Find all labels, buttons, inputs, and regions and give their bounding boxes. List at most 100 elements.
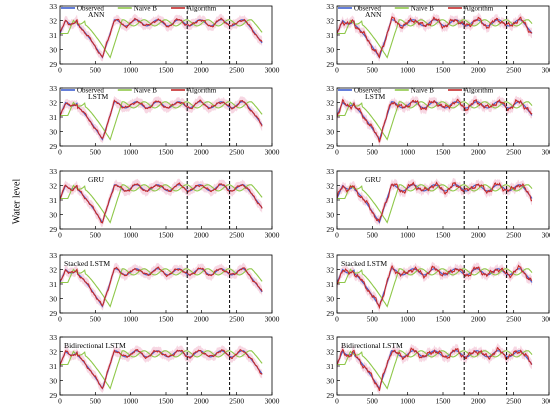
naive-line: [337, 19, 533, 59]
y-tick-label: 31: [49, 31, 57, 40]
y-tick-label: 31: [49, 280, 57, 289]
y-tick-label: 30: [326, 294, 334, 303]
x-tick-label: 500: [367, 231, 378, 240]
x-tick-label: 500: [367, 315, 378, 324]
y-tick-label: 31: [326, 31, 334, 40]
x-tick-label: 2500: [506, 315, 521, 324]
y-tick-label: 32: [326, 181, 334, 190]
x-tick-label: 1500: [159, 148, 174, 157]
x-tick-label: 1500: [436, 66, 451, 75]
y-tick-label: 30: [49, 376, 57, 385]
plot-area: [337, 260, 533, 313]
x-tick-label: 1500: [159, 231, 174, 240]
y-tick-label: 31: [326, 113, 334, 122]
x-tick-label: 2500: [229, 231, 244, 240]
legend: Observed Naive B Algorithm: [338, 5, 494, 13]
x-tick-label: 1000: [400, 231, 415, 240]
x-tick-label: 1000: [400, 66, 415, 75]
panel-left-bidirectional-lstm: 29 30 31 32 33 0 500 1000 1500 2000 2500 3000 Bidire…: [49, 333, 279, 406]
x-tick-label: 2500: [506, 148, 521, 157]
x-tick-label: 0: [58, 148, 62, 157]
x-tick-label: 500: [90, 231, 101, 240]
algorithm-line: [337, 98, 533, 143]
y-tick-label: 31: [49, 196, 57, 205]
model-label: LSTM: [88, 92, 109, 101]
panel-right-bidirectional-lstm: 29 30 31 32 33 0 500 1000 1500 2000 2500 3000 Bidire…: [326, 333, 550, 406]
y-tick-label: 30: [326, 127, 334, 136]
x-tick-label: 1500: [436, 315, 451, 324]
x-tick-label: 500: [367, 148, 378, 157]
x-tick-label: 0: [335, 315, 339, 324]
x-tick-label: 1000: [123, 148, 138, 157]
y-tick-label: 29: [49, 391, 57, 400]
x-tick-label: 3000: [542, 315, 550, 324]
y-tick-label: 33: [49, 333, 57, 342]
x-tick-label: 0: [58, 315, 62, 324]
plot-area: [60, 262, 263, 311]
y-tick-label: 30: [49, 127, 57, 136]
y-tick-label: 32: [49, 98, 57, 107]
x-tick-label: 500: [90, 315, 101, 324]
x-tick-label: 2000: [194, 397, 209, 406]
y-tick-label: 29: [326, 142, 334, 151]
x-tick-label: 1000: [123, 66, 138, 75]
plot-area: [60, 345, 263, 393]
y-tick-label: 32: [49, 347, 57, 356]
panel-left-gru: 29 30 31 32 33 0 500 1000 1500 2000 2500 3000 GRU: [49, 167, 279, 240]
x-tick-label: 0: [335, 148, 339, 157]
algorithm-line: [337, 264, 533, 310]
legend: Observed Naive B Algorithm: [61, 5, 217, 13]
y-tick-label: 29: [49, 225, 57, 234]
legend-entry: Naive B: [134, 5, 157, 13]
legend-entry: Naive B: [411, 5, 434, 13]
y-tick-label: 30: [326, 376, 334, 385]
x-tick-label: 1500: [159, 315, 174, 324]
x-tick-label: 0: [335, 397, 339, 406]
x-tick-label: 1000: [123, 397, 138, 406]
model-label: Bidirectional LSTM: [341, 341, 403, 350]
y-tick-label: 33: [49, 2, 57, 11]
legend-entry: Observed: [77, 5, 104, 13]
x-tick-label: 500: [90, 66, 101, 75]
y-tick-label: 33: [326, 167, 334, 176]
x-tick-label: 3000: [542, 231, 550, 240]
x-tick-label: 2000: [194, 66, 209, 75]
x-tick-label: 0: [58, 397, 62, 406]
x-tick-label: 500: [367, 66, 378, 75]
panel-right-gru: 29 30 31 32 33 0 500 1000 1500 2000 2500 3000 GRU: [326, 167, 550, 240]
algorithm-line: [337, 346, 532, 392]
x-tick-label: 3000: [542, 397, 550, 406]
y-tick-label: 29: [326, 309, 334, 318]
y-tick-label: 31: [326, 280, 334, 289]
panel-right-ann: 29 30 31 32 33 0 500 1000 1500 2000 2500 3000 ANNObs…: [326, 2, 550, 75]
y-tick-label: 29: [326, 391, 334, 400]
x-tick-label: 0: [58, 66, 62, 75]
x-tick-label: 1000: [400, 397, 415, 406]
algorithm-line: [337, 16, 533, 59]
x-tick-label: 2500: [229, 315, 244, 324]
x-tick-label: 3000: [542, 66, 550, 75]
model-label: GRU: [365, 175, 382, 184]
panel-right-lstm: 29 30 31 32 33 0 500 1000 1500 2000 2500 3000 LSTMOb…: [326, 84, 550, 157]
x-tick-label: 3000: [265, 66, 280, 75]
x-tick-label: 0: [58, 231, 62, 240]
x-tick-label: 1500: [159, 397, 174, 406]
algorithm-line: [60, 17, 263, 59]
x-tick-label: 0: [335, 231, 339, 240]
x-tick-label: 2000: [194, 315, 209, 324]
y-tick-label: 31: [326, 362, 334, 371]
panel-right-stacked-lstm: 29 30 31 32 33 0 500 1000 1500 2000 2500 3000 Stacke…: [326, 251, 550, 324]
x-tick-label: 2000: [471, 66, 486, 75]
plot-area: [60, 178, 263, 228]
model-label: Stacked LSTM: [341, 259, 387, 268]
x-tick-label: 1000: [123, 231, 138, 240]
algorithm-line: [60, 99, 263, 140]
legend-entry: Observed: [354, 87, 381, 95]
y-tick-label: 29: [326, 225, 334, 234]
x-tick-label: 2500: [506, 66, 521, 75]
legend-entry: Observed: [354, 5, 381, 13]
observed-line: [60, 184, 263, 224]
panel-left-lstm: 29 30 31 32 33 0 500 1000 1500 2000 2500 3000 LSTMOb…: [49, 84, 279, 157]
naive-line: [337, 101, 533, 141]
legend-entry: Naive B: [411, 87, 434, 95]
